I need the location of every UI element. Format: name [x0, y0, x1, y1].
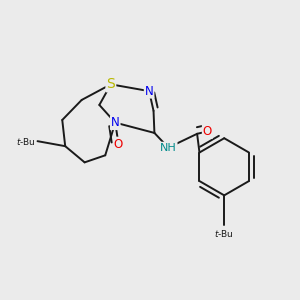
Text: $t$-Bu: $t$-Bu — [16, 136, 36, 147]
Text: N: N — [111, 116, 120, 129]
Text: $t$-Bu: $t$-Bu — [214, 228, 234, 239]
Text: O: O — [114, 138, 123, 151]
Text: S: S — [106, 77, 115, 91]
Text: O: O — [203, 125, 212, 138]
Text: NH: NH — [160, 142, 177, 153]
Text: N: N — [145, 85, 154, 98]
